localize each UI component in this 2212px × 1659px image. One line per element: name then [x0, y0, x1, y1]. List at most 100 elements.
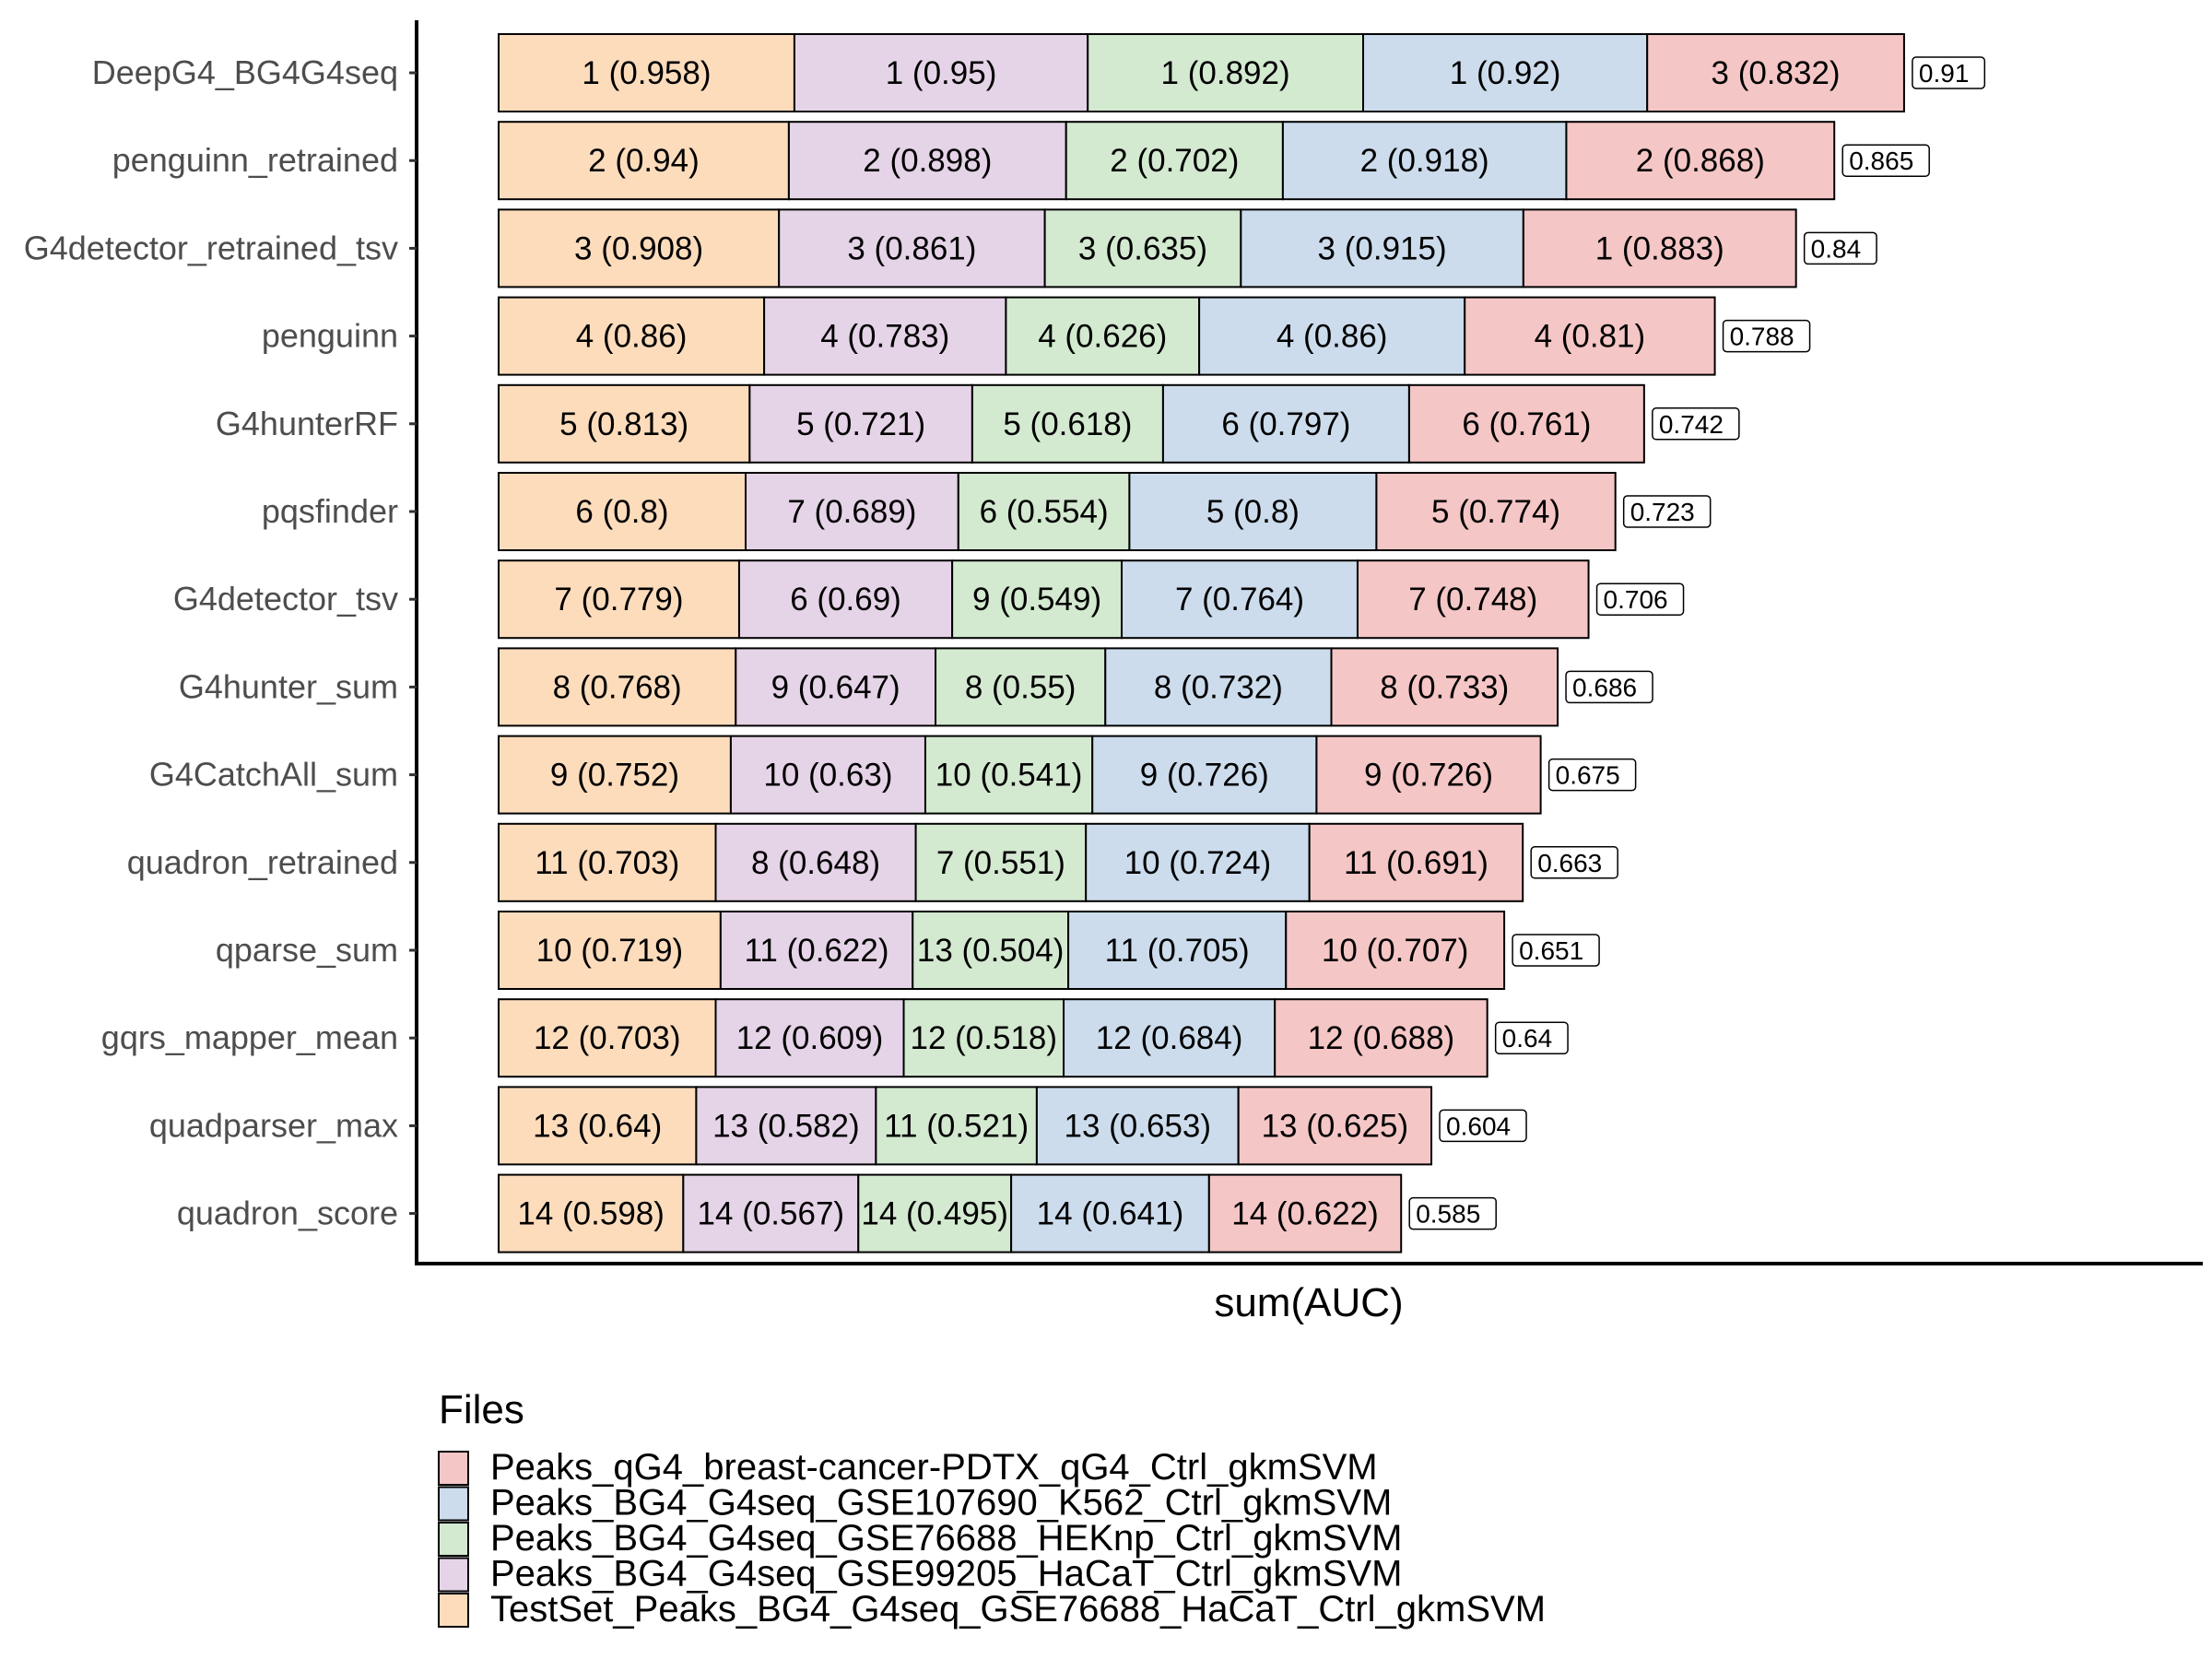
bar-segment-label: 4 (0.86) — [576, 319, 688, 355]
bar-segment-label: 2 (0.702) — [1110, 143, 1239, 179]
total-label-text: 0.675 — [1556, 761, 1620, 790]
y-tick-label: quadron_retrained — [127, 843, 398, 881]
bar-segment-rect — [498, 822, 717, 902]
bar-segment-label: 3 (0.635) — [1078, 230, 1207, 266]
bar-segment-label: 7 (0.764) — [1175, 582, 1304, 618]
bar-segment-label: 1 (0.883) — [1595, 230, 1724, 266]
bar-segment-rect — [1198, 296, 1466, 376]
total-label-text: 0.723 — [1630, 498, 1695, 526]
bar-segment-label: 14 (0.495) — [861, 1196, 1008, 1232]
bar-segment: 9 (0.726) — [1091, 735, 1318, 815]
total-label-box — [1530, 846, 1618, 879]
total-label: 0.663 — [1530, 846, 1618, 879]
bar-segment-label: 1 (0.95) — [886, 55, 997, 91]
bar-segment-rect — [1315, 735, 1542, 815]
total-label-text: 0.865 — [1849, 147, 1913, 175]
bar-segment-label: 11 (0.703) — [535, 845, 679, 881]
bar-segment-label: 7 (0.779) — [554, 582, 683, 618]
bar-segment: 3 (0.915) — [1240, 208, 1524, 288]
bar-segment: 6 (0.554) — [957, 472, 1131, 551]
bar-segment-rect — [1464, 296, 1716, 376]
bar-segment: 4 (0.783) — [763, 296, 1007, 376]
bar-segment-rect — [498, 121, 790, 201]
bar-segment-rect — [1274, 998, 1488, 1078]
bar-segment: 12 (0.703) — [498, 998, 717, 1078]
bar-segment: 11 (0.622) — [719, 911, 914, 990]
bar-segment-label: 1 (0.92) — [1450, 55, 1561, 91]
bar-segment-label: 2 (0.94) — [588, 143, 700, 179]
bar-segment-label: 14 (0.622) — [1231, 1196, 1379, 1232]
bar-segment-label: 7 (0.748) — [1408, 582, 1537, 618]
bar-segment: 10 (0.707) — [1285, 911, 1506, 990]
total-label-text: 0.686 — [1572, 673, 1637, 701]
bar-segment-rect — [1407, 383, 1645, 464]
bar-segment-rect — [1043, 208, 1242, 288]
bar-segment-label: 10 (0.719) — [536, 933, 684, 969]
bar-segment-rect — [498, 647, 737, 727]
bar-segment-label: 12 (0.703) — [534, 1020, 681, 1056]
total-label-text: 0.84 — [1811, 234, 1862, 263]
bar-segment: 7 (0.689) — [745, 472, 959, 551]
bar-segment-rect — [1362, 33, 1649, 112]
bar-segment-rect — [682, 1173, 860, 1253]
total-label-text: 0.91 — [1919, 59, 1970, 88]
bar-segment-rect — [1087, 33, 1365, 112]
bar-segment: 1 (0.883) — [1522, 208, 1797, 288]
bar-segment-rect — [1240, 208, 1524, 288]
bar-segment-rect — [498, 735, 732, 815]
total-label-text: 0.604 — [1446, 1112, 1511, 1140]
bar-segment-label: 8 (0.732) — [1154, 669, 1283, 705]
total-label: 0.788 — [1722, 319, 1811, 353]
bar-segment-label: 1 (0.958) — [582, 55, 711, 91]
legend-title: Files — [439, 1387, 524, 1432]
bar-segment: 11 (0.521) — [875, 1086, 1038, 1166]
bar-segment: 11 (0.705) — [1067, 911, 1288, 990]
bar-segment: 14 (0.622) — [1207, 1173, 1403, 1253]
bar-segment: 7 (0.551) — [914, 822, 1088, 902]
bar-segment-rect — [748, 383, 973, 464]
bar-segment: 6 (0.69) — [737, 559, 954, 640]
bar-segment-rect — [695, 1086, 877, 1166]
bar-segment: 3 (0.635) — [1043, 208, 1242, 288]
bar-segment-label: 11 (0.622) — [745, 933, 889, 969]
bar-segment: 5 (0.8) — [1128, 472, 1378, 551]
bar-segment: 1 (0.92) — [1362, 33, 1649, 112]
bar-segment-rect — [778, 208, 1046, 288]
total-label-box — [1408, 1196, 1497, 1230]
total-label: 0.686 — [1565, 670, 1653, 704]
bar-segment-label: 4 (0.86) — [1277, 319, 1388, 355]
total-label-box — [1595, 582, 1685, 616]
bar-segment: 5 (0.774) — [1375, 472, 1617, 551]
legend-item: Peaks_qG4_breast-cancer-PDTX_qG4_Ctrl_gk… — [438, 1447, 1378, 1488]
bar-segment-rect — [1128, 472, 1378, 551]
bar-segment: 2 (0.702) — [1065, 121, 1284, 201]
legend-item: TestSet_Peaks_BG4_G4seq_GSE76688_HaCaT_C… — [438, 1589, 1546, 1630]
bar-segment-rect — [1281, 121, 1568, 201]
bar-segment-label: 4 (0.626) — [1038, 319, 1167, 355]
bar-segment-rect — [719, 911, 914, 990]
bar-segment-rect — [1010, 1173, 1210, 1253]
axes-layer: sum(AUC) DeepG4_BG4G4seq penguinn_retrain… — [24, 20, 2203, 1325]
total-label-box — [1547, 758, 1637, 792]
bar-segment-label: 5 (0.8) — [1206, 494, 1300, 530]
bar-segment: 9 (0.726) — [1315, 735, 1542, 815]
bar-segment-rect — [498, 559, 740, 640]
bar-segment-rect — [1330, 647, 1559, 727]
legend-label: Peaks_BG4_G4seq_GSE76688_HEKnp_Ctrl_gkmS… — [490, 1518, 1402, 1559]
bar-segment: 4 (0.86) — [1198, 296, 1466, 376]
total-label-text: 0.742 — [1659, 410, 1724, 439]
bar-segment: 10 (0.724) — [1085, 822, 1311, 902]
bar-segment: 8 (0.648) — [714, 822, 917, 902]
bar-segment-label: 11 (0.521) — [884, 1108, 1029, 1144]
bar-segment: 6 (0.761) — [1407, 383, 1645, 464]
bar-segment-label: 6 (0.761) — [1462, 406, 1591, 442]
bar-segment: 14 (0.641) — [1010, 1173, 1210, 1253]
bar-segment: 4 (0.81) — [1464, 296, 1716, 376]
bar-segment-rect — [957, 472, 1131, 551]
bar-segment-label: 10 (0.724) — [1124, 845, 1272, 881]
legend-item: Peaks_BG4_G4seq_GSE99205_HaCaT_Ctrl_gkmS… — [438, 1554, 1402, 1594]
bar-segment: 10 (0.541) — [924, 735, 1094, 815]
bar-segment-label: 9 (0.647) — [771, 669, 900, 705]
x-axis-title: sum(AUC) — [1214, 1280, 1403, 1325]
